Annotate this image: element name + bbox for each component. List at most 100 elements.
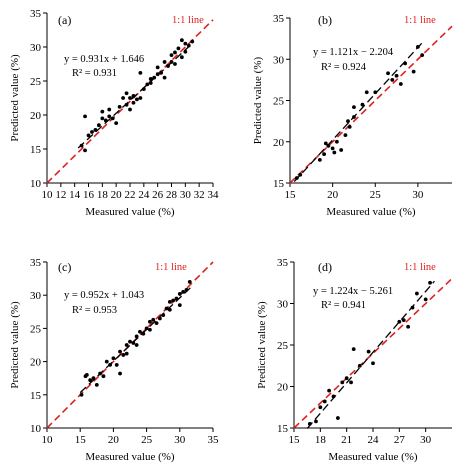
y-tick-label: 25	[30, 323, 42, 335]
x-tick-label: 26	[152, 189, 164, 201]
data-point	[339, 148, 344, 152]
data-point	[124, 343, 129, 347]
data-point	[423, 297, 428, 302]
y-tick-label: 35	[273, 13, 285, 25]
data-point	[343, 133, 348, 138]
data-point	[173, 50, 177, 55]
scatter-panel-1: 10 12 14 16 18 20 22 24 26 28 30 32 34101520253035Me…	[9, 8, 219, 218]
panel-label: (b)	[318, 13, 332, 27]
data-point	[322, 399, 327, 404]
y-axis-title: Predicted value (%)	[252, 56, 264, 144]
data-point	[138, 70, 143, 75]
data-point	[326, 143, 331, 148]
scatter-panel-3: 10 15 20 25 30 35 10 15 20 25 30 35 Measured value (…	[9, 257, 219, 463]
data-point	[124, 351, 129, 356]
data-point	[148, 81, 153, 85]
data-point	[351, 347, 356, 352]
data-point	[360, 102, 365, 107]
data-point	[155, 72, 160, 77]
data-point	[366, 349, 371, 354]
data-point	[411, 69, 416, 74]
data-point	[164, 306, 169, 311]
x-axis-title: Measured value (%)	[328, 451, 418, 463]
data-point	[128, 96, 132, 100]
panel-label: (d)	[318, 260, 332, 274]
x-axis-title: Measured value (%)	[326, 206, 416, 218]
y-axis-title: Predicted value (%)	[9, 301, 21, 389]
data-point	[322, 152, 327, 157]
x-tick-label: 14	[69, 189, 81, 201]
data-point	[167, 299, 172, 304]
data-point	[397, 319, 402, 324]
data-point	[152, 75, 157, 80]
data-point	[183, 41, 188, 46]
data-point	[386, 71, 390, 76]
x-tick-label: 30	[412, 189, 424, 201]
x-tick-label: 10	[42, 434, 54, 446]
y-tick-label: 20	[277, 382, 289, 394]
panel-label: (c)	[58, 260, 71, 274]
x-axis-title: Measured value (%)	[85, 451, 175, 463]
data-point	[118, 349, 122, 354]
y-tick-label: 15	[277, 423, 289, 435]
x-tick-label: 18	[97, 189, 109, 201]
data-point	[401, 318, 406, 322]
y-tick-label: 15	[30, 144, 42, 156]
data-point	[124, 102, 129, 107]
data-point	[107, 107, 112, 112]
data-point	[83, 148, 87, 153]
data-point	[330, 146, 335, 151]
reference-line-1-1	[293, 278, 453, 429]
x-tick-label: 32	[194, 189, 205, 201]
data-point	[145, 82, 150, 87]
data-point	[327, 388, 332, 393]
data-point	[410, 305, 415, 310]
data-point	[371, 361, 375, 366]
y-tick-label: 20	[30, 357, 42, 369]
data-point	[159, 70, 164, 75]
data-point	[103, 118, 108, 123]
x-tick-label: 30	[174, 434, 186, 446]
x-tick-label: 22	[125, 189, 136, 201]
reference-line-label: 1:1 line	[155, 262, 187, 273]
y-tick-label: 35	[277, 257, 289, 269]
x-tick-label: 20	[111, 189, 123, 201]
data-point	[117, 104, 122, 109]
x-tick-label: 15	[289, 434, 301, 446]
data-point	[298, 172, 303, 177]
data-point	[171, 298, 176, 303]
data-point	[174, 296, 179, 301]
data-point	[79, 392, 84, 397]
data-point	[148, 327, 152, 332]
data-point	[347, 125, 352, 129]
regression-line	[293, 42, 423, 183]
data-point	[390, 77, 395, 82]
scatter-panel-2: 15 20 25 30 15 20 25 30 35 Measured value (%) Pred…	[252, 13, 453, 218]
x-tick-label: 28	[166, 189, 178, 201]
x-tick-label: 20	[108, 434, 120, 446]
data-point	[406, 324, 411, 329]
y-tick-label: 30	[30, 42, 42, 54]
data-point	[323, 141, 328, 146]
y-tick-label: 20	[273, 137, 285, 149]
data-point	[179, 38, 184, 43]
data-point	[108, 363, 112, 367]
data-point	[121, 96, 125, 100]
regression-line	[79, 284, 194, 394]
data-point	[349, 380, 353, 385]
data-point	[135, 97, 139, 102]
data-point	[91, 376, 96, 381]
data-point	[332, 150, 337, 155]
data-point	[364, 90, 369, 95]
data-point	[177, 303, 182, 308]
y-tick-label: 35	[30, 8, 42, 20]
data-point	[141, 331, 146, 336]
reference-line-label: 1:1 line	[172, 15, 204, 26]
x-tick-label: 25	[370, 189, 382, 201]
y-axis-title: Predicted value (%)	[9, 54, 21, 142]
data-point	[94, 382, 99, 387]
data-point	[373, 90, 378, 95]
data-point	[420, 53, 425, 58]
x-tick-label: 12	[55, 189, 66, 201]
data-point	[398, 82, 403, 86]
